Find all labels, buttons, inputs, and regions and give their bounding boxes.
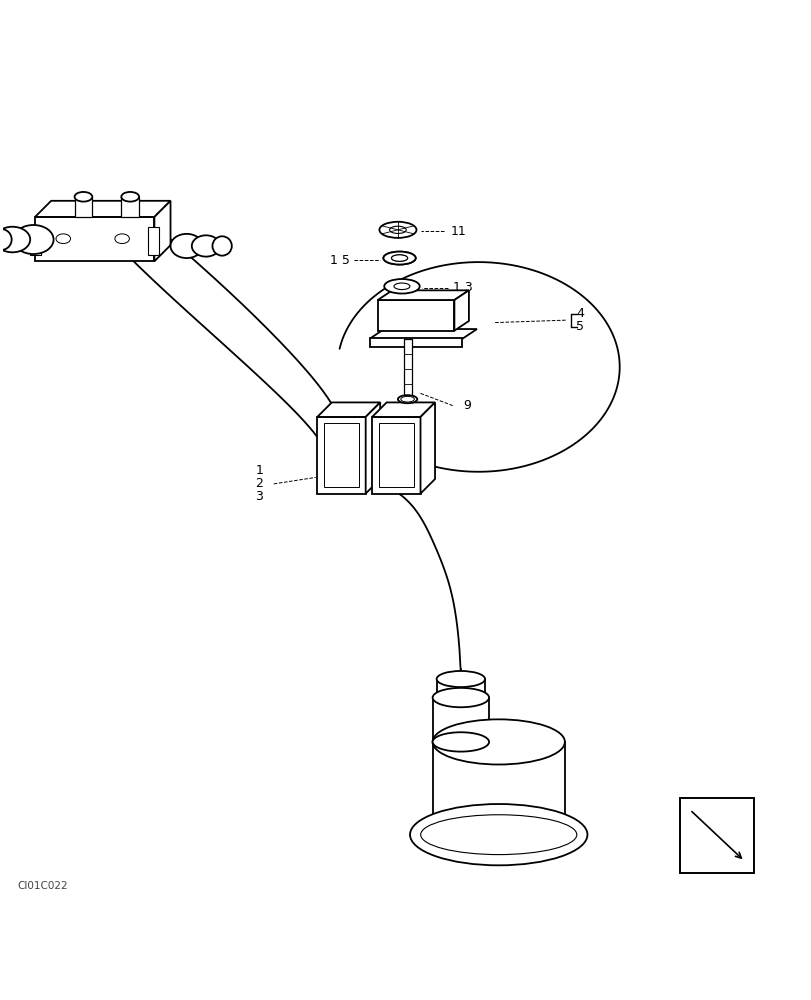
Bar xyxy=(324,423,358,487)
Text: 1 3: 1 3 xyxy=(452,281,472,294)
Text: 4
5: 4 5 xyxy=(576,307,583,333)
Polygon shape xyxy=(365,402,380,494)
Text: CI01C022: CI01C022 xyxy=(17,881,68,891)
Text: 9: 9 xyxy=(463,399,470,412)
Polygon shape xyxy=(371,402,435,417)
Ellipse shape xyxy=(389,226,406,233)
Ellipse shape xyxy=(432,688,488,707)
Bar xyxy=(377,300,454,331)
Ellipse shape xyxy=(379,222,416,238)
Ellipse shape xyxy=(75,192,92,202)
Ellipse shape xyxy=(191,235,220,257)
Bar xyxy=(403,339,411,399)
Text: 1 5: 1 5 xyxy=(329,254,350,267)
Polygon shape xyxy=(454,290,468,331)
Bar xyxy=(148,227,159,255)
Bar xyxy=(680,798,753,873)
Ellipse shape xyxy=(56,234,71,244)
Ellipse shape xyxy=(397,395,417,403)
Ellipse shape xyxy=(13,225,54,254)
Ellipse shape xyxy=(432,732,488,752)
Ellipse shape xyxy=(170,234,203,258)
Bar xyxy=(317,417,365,494)
Ellipse shape xyxy=(393,283,410,290)
Text: 1
2
3: 1 2 3 xyxy=(255,464,263,503)
Ellipse shape xyxy=(383,252,415,265)
Bar xyxy=(371,417,420,494)
Polygon shape xyxy=(317,402,380,417)
Ellipse shape xyxy=(432,719,564,765)
Polygon shape xyxy=(377,290,468,300)
Text: 11: 11 xyxy=(450,225,466,238)
Ellipse shape xyxy=(212,236,231,256)
Bar xyxy=(35,217,154,261)
Bar xyxy=(121,197,139,217)
Polygon shape xyxy=(35,201,170,217)
Polygon shape xyxy=(420,402,435,494)
Ellipse shape xyxy=(420,815,576,855)
Bar xyxy=(378,423,414,487)
Ellipse shape xyxy=(391,255,407,261)
Ellipse shape xyxy=(384,279,419,294)
Bar xyxy=(75,197,92,217)
Ellipse shape xyxy=(432,812,564,857)
Ellipse shape xyxy=(0,229,11,250)
Ellipse shape xyxy=(383,252,415,265)
Ellipse shape xyxy=(121,192,139,202)
Ellipse shape xyxy=(401,396,414,402)
Ellipse shape xyxy=(391,255,407,261)
Ellipse shape xyxy=(410,804,586,865)
Bar xyxy=(30,227,41,255)
Ellipse shape xyxy=(436,671,484,687)
Ellipse shape xyxy=(114,234,129,244)
Ellipse shape xyxy=(0,227,30,252)
Bar xyxy=(369,338,462,347)
Polygon shape xyxy=(369,329,476,339)
Polygon shape xyxy=(154,201,170,261)
